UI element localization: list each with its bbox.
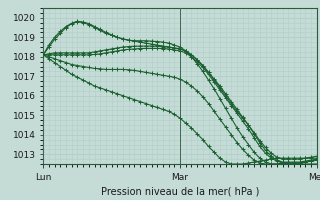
X-axis label: Pression niveau de la mer( hPa ): Pression niveau de la mer( hPa ) [101, 186, 259, 196]
